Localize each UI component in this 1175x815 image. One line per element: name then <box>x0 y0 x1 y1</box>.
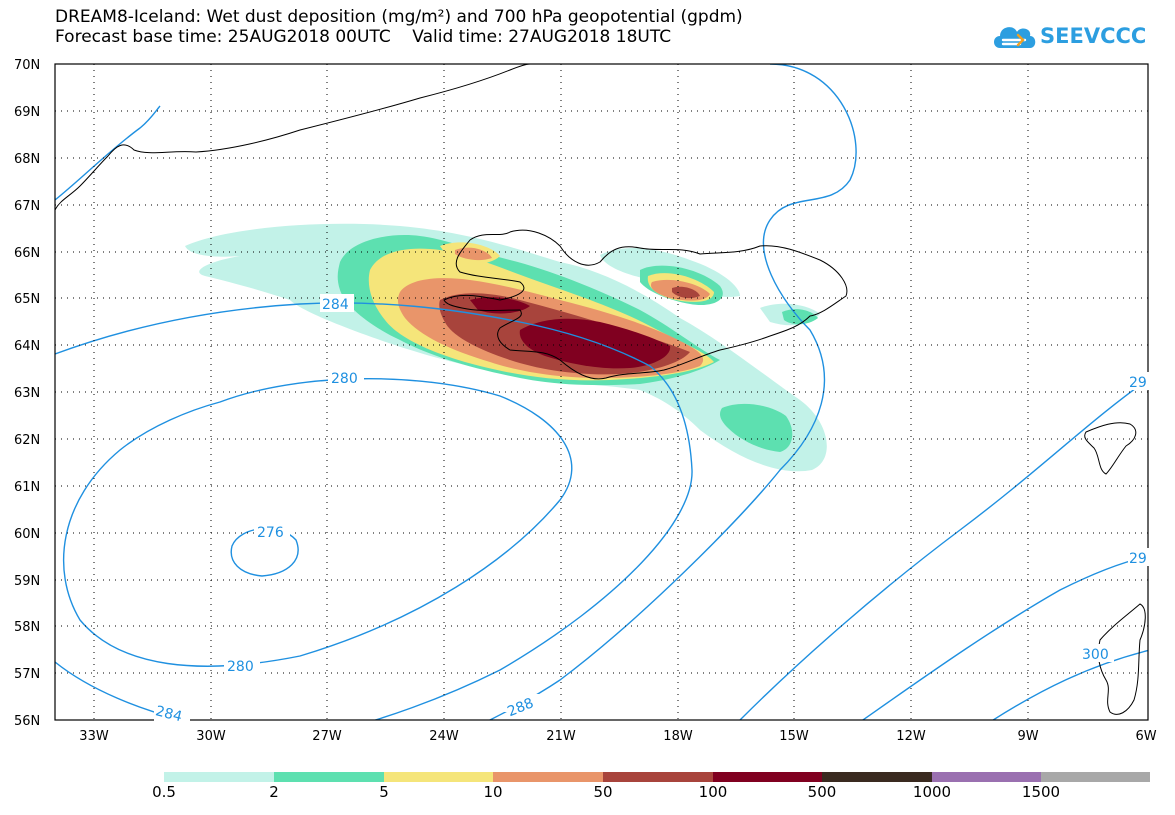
lat-label: 62N <box>14 433 40 448</box>
legend-label: 5 <box>379 783 389 801</box>
lon-label: 33W <box>79 729 109 744</box>
legend-swatch <box>384 772 493 782</box>
contour-300 <box>991 649 1148 720</box>
geopotential-contours <box>55 64 1148 720</box>
legend-label: 2 <box>269 783 279 801</box>
logo-text: SEEVCCC <box>1040 24 1147 48</box>
contour-label: 29 <box>1129 551 1147 567</box>
coastlines <box>55 64 1146 715</box>
cloud-icon <box>994 27 1036 48</box>
deposition-band-2-e <box>782 309 818 325</box>
lon-label: 9W <box>1017 729 1038 744</box>
contour-label: 300 <box>1082 647 1109 663</box>
contour-label: 280 <box>227 659 254 675</box>
legend-swatch <box>493 772 603 782</box>
lat-label: 63N <box>14 386 40 401</box>
contour-north-west <box>55 105 161 201</box>
contour-29-lower <box>861 555 1148 720</box>
contour-label-group: 284 280 276 280 284 288 29 29 300 <box>154 294 1150 725</box>
map-title: DREAM8-Iceland: Wet dust deposition (mg/… <box>55 7 743 27</box>
legend-swatch <box>1041 772 1150 782</box>
lat-label: 64N <box>14 339 40 354</box>
iceland-coast <box>443 229 848 380</box>
legend-swatch <box>822 772 932 782</box>
lat-label: 56N <box>14 714 40 729</box>
lat-label: 68N <box>14 152 40 167</box>
scotland-coast <box>1097 603 1146 715</box>
contour-284-north <box>55 302 693 720</box>
lat-label: 69N <box>14 105 40 120</box>
lon-label: 30W <box>196 729 226 744</box>
deposition-band-50-ne <box>672 286 700 299</box>
map-frame <box>54 63 1149 721</box>
lat-label: 57N <box>14 667 40 682</box>
legend-swatch <box>164 772 274 782</box>
legend-label: 1500 <box>1021 783 1061 801</box>
latitude-labels: 70N 69N 68N 67N 66N 65N 64N 63N 62N 61N … <box>14 58 40 729</box>
lat-label: 58N <box>14 620 40 635</box>
legend-swatch <box>274 772 384 782</box>
contour-label: 280 <box>331 371 358 387</box>
legend-label: 0.5 <box>152 783 176 801</box>
legend-swatch <box>932 772 1041 782</box>
greenland-coast <box>55 64 531 211</box>
deposition-band-10-north <box>455 247 492 261</box>
lat-label: 70N <box>14 58 40 73</box>
contour-288 <box>488 64 857 720</box>
lat-label: 60N <box>14 527 40 542</box>
graticule <box>55 64 1148 720</box>
lon-label: 6W <box>1135 729 1156 744</box>
legend-label: 1000 <box>912 783 952 801</box>
lat-label: 65N <box>14 292 40 307</box>
contour-label: 29 <box>1129 375 1147 391</box>
contour-label: 284 <box>322 297 349 313</box>
contour-label: 276 <box>257 525 284 541</box>
legend-swatch <box>713 772 822 782</box>
map-subtitle: Forecast base time: 25AUG2018 00UTC Vali… <box>55 27 672 47</box>
legend-label: 10 <box>483 783 503 801</box>
legend-swatch <box>603 772 713 782</box>
lon-label: 12W <box>896 729 926 744</box>
faroes-shetland-coast <box>1084 422 1137 475</box>
lon-label: 18W <box>663 729 693 744</box>
legend-label: 100 <box>698 783 728 801</box>
legend-label: 500 <box>807 783 837 801</box>
seevccc-logo: SEEVCCC <box>990 16 1146 56</box>
legend-label: 50 <box>593 783 613 801</box>
longitude-labels: 33W 30W 27W 24W 21W 18W 15W 12W 9W 6W <box>79 729 1156 744</box>
legend-colorbar <box>164 772 1150 782</box>
lat-label: 67N <box>14 199 40 214</box>
lon-label: 27W <box>312 729 342 744</box>
lon-label: 15W <box>779 729 809 744</box>
lon-label: 21W <box>546 729 576 744</box>
deposition-band-2-south <box>720 403 793 452</box>
lon-label: 24W <box>429 729 459 744</box>
contour-29-upper <box>739 378 1148 720</box>
lat-label: 66N <box>14 246 40 261</box>
contour-label: 284 <box>154 703 184 725</box>
deposition-band-100-west <box>470 297 530 314</box>
lat-label: 59N <box>14 574 40 589</box>
lat-label: 61N <box>14 480 40 495</box>
contour-280 <box>63 377 573 667</box>
